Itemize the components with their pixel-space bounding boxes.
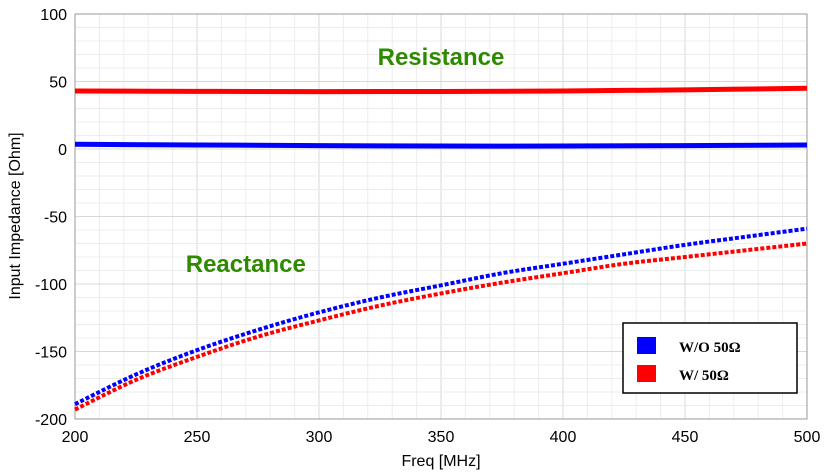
series-layer xyxy=(74,85,808,412)
y-tick-label: -100 xyxy=(35,277,67,294)
series-line-resistance-0 xyxy=(74,141,808,149)
x-tick-label: 300 xyxy=(306,429,333,446)
legend-label-wo-50ohm: W/O 50Ω xyxy=(679,340,741,356)
legend: W/O 50Ω W/ 50Ω xyxy=(622,322,798,394)
y-tick-label: 50 xyxy=(49,75,67,92)
x-tick-label: 350 xyxy=(428,429,455,446)
series-line-reactance-3 xyxy=(74,241,808,412)
series-line-reactance-2 xyxy=(74,226,808,406)
x-tick-labels: 200 250 300 350 400 450 500 xyxy=(62,429,821,446)
x-axis-title: Freq [MHz] xyxy=(401,453,480,470)
x-tick-label: 500 xyxy=(794,429,821,446)
annotation-reactance: Reactance xyxy=(186,251,306,278)
y-tick-label: -150 xyxy=(35,345,67,362)
plot-frame xyxy=(74,13,808,420)
y-tick-label: 0 xyxy=(58,142,67,159)
series-line-resistance-1 xyxy=(74,85,808,95)
x-tick-label: 200 xyxy=(62,429,89,446)
x-tick-label: 400 xyxy=(550,429,577,446)
legend-swatch-w-50ohm xyxy=(637,365,656,382)
y-tick-label: -200 xyxy=(35,412,67,429)
legend-label-w-50ohm: W/ 50Ω xyxy=(679,368,729,384)
y-tick-label: 100 xyxy=(40,7,67,24)
x-tick-label: 250 xyxy=(184,429,211,446)
y-tick-label: -50 xyxy=(44,210,67,227)
legend-swatch-wo-50ohm xyxy=(637,337,656,354)
annotation-resistance: Resistance xyxy=(378,44,505,71)
y-axis-title: Input Impedance [Ohm] xyxy=(7,132,24,299)
x-tick-label: 450 xyxy=(672,429,699,446)
y-tick-labels: -200 -150 -100 -50 0 50 100 xyxy=(35,7,67,429)
